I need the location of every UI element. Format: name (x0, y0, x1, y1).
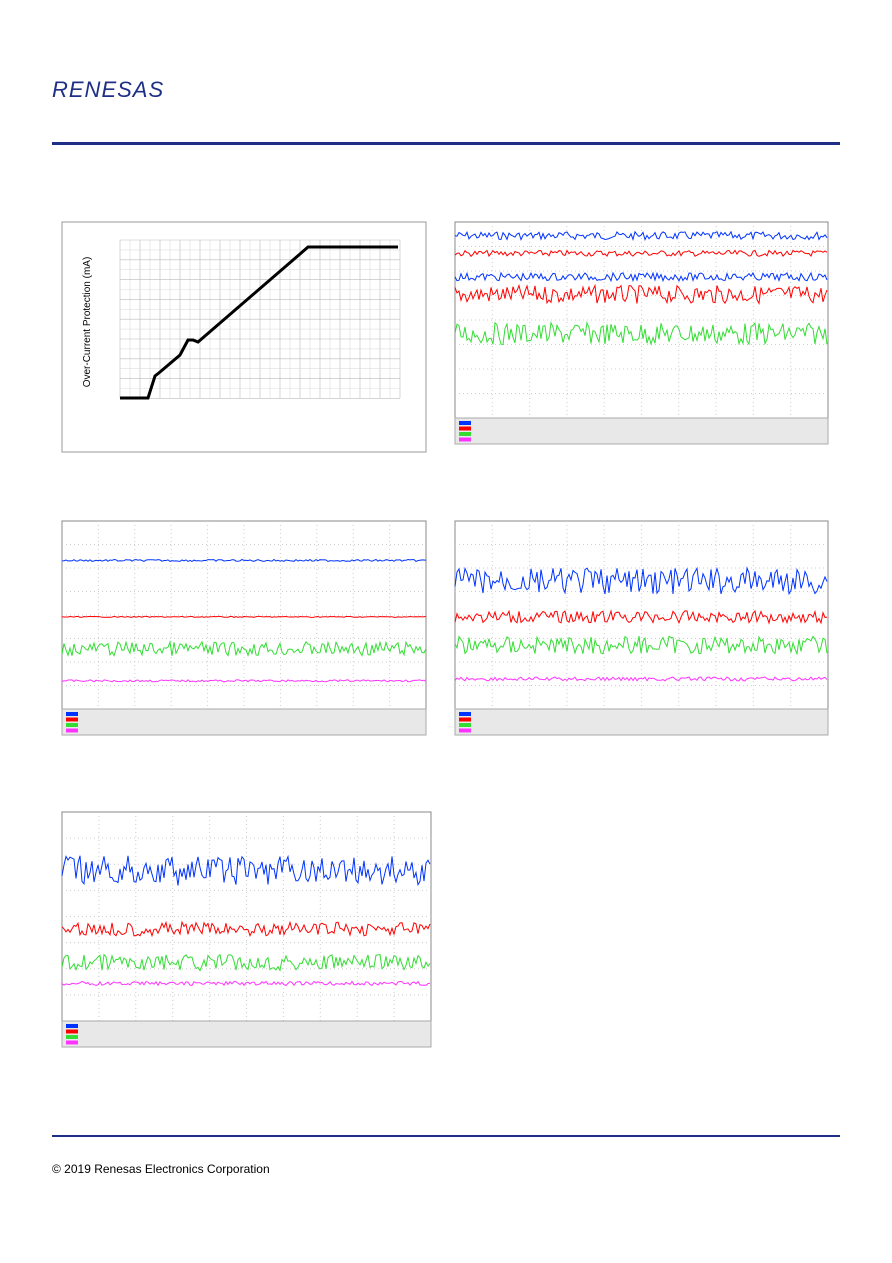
channel-badge (459, 426, 471, 431)
scope-status-bar (454, 708, 829, 736)
channel-badge (66, 1040, 78, 1045)
scope-trace (61, 980, 431, 987)
scope-trace (61, 953, 431, 972)
scope-trace (61, 558, 427, 563)
channel-badge (459, 717, 471, 722)
channel-badge (459, 432, 471, 436)
header-rule (52, 142, 840, 145)
channel-badge (66, 728, 78, 733)
channel-badge (459, 437, 471, 442)
logo: RENESAS (52, 77, 164, 102)
scope-trace (61, 854, 431, 887)
copyright: © 2019 Renesas Electronics Corporation (52, 1162, 270, 1176)
ocp-curve (120, 245, 398, 400)
scope-frame (61, 520, 427, 736)
y-axis-label: Over-Current Protection (mA) (82, 257, 93, 388)
channel-badge (459, 723, 471, 727)
scope-frame (454, 520, 829, 736)
channel-badge (66, 712, 78, 716)
channel-badge (459, 728, 471, 733)
scope-trace (61, 640, 427, 657)
scope-trace (454, 320, 828, 346)
scope-trace (454, 249, 828, 258)
scope-trace (454, 566, 828, 596)
scope-trace (454, 609, 828, 625)
scope-trace (454, 283, 828, 306)
scope-trace (61, 615, 427, 618)
scope-trace (61, 920, 431, 938)
channel-badge (66, 1035, 78, 1039)
channel-badge (66, 1029, 78, 1034)
scope-status-bar (61, 708, 427, 736)
channel-badge (66, 717, 78, 722)
scope-status-bar (454, 417, 829, 445)
scope-status-bar (61, 1020, 432, 1048)
scope-trace (61, 679, 427, 683)
scope-trace (454, 230, 828, 242)
scope-trace (454, 271, 828, 283)
figure-frame (61, 221, 427, 453)
channel-badge (66, 1024, 78, 1028)
channel-badge (459, 712, 471, 716)
channel-badge (66, 723, 78, 727)
grid (119, 239, 401, 399)
scope-trace (454, 676, 828, 682)
channel-badge (459, 421, 471, 425)
footer-rule (52, 1135, 840, 1137)
scope-trace (454, 635, 828, 656)
